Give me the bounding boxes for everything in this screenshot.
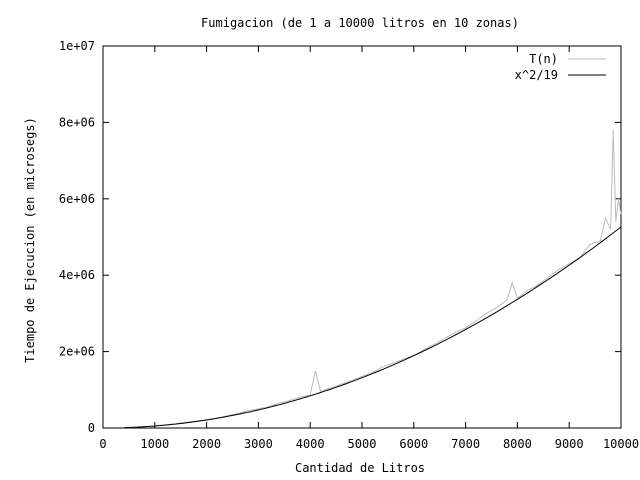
x-tick-label: 8000 bbox=[503, 437, 532, 451]
x-tick-label: 9000 bbox=[555, 437, 584, 451]
y-tick-label: 4e+06 bbox=[59, 268, 95, 282]
legend: T(n) x^2/19 bbox=[515, 52, 606, 82]
y-tick-label: 1e+07 bbox=[59, 39, 95, 53]
x-tick-label: 1000 bbox=[140, 437, 169, 451]
legend-label: x^2/19 bbox=[515, 68, 558, 82]
x-tick-label: 3000 bbox=[244, 437, 273, 451]
x-tick-label: 5000 bbox=[348, 437, 377, 451]
series-layer bbox=[123, 129, 622, 429]
x-tick-label: 2000 bbox=[192, 437, 221, 451]
series-x2-over-19-line bbox=[123, 226, 622, 429]
plot-frame bbox=[102, 45, 622, 429]
chart-title: Fumigacion (de 1 a 10000 litros en 10 zo… bbox=[201, 16, 519, 30]
x-tick-label: 0 bbox=[99, 437, 106, 451]
y-tick-label: 8e+06 bbox=[59, 115, 95, 129]
x-tick-label: 7000 bbox=[451, 437, 480, 451]
y-axis-label: Tiempo de Ejecucion (en microsegs) bbox=[23, 117, 37, 363]
x-ticks: 0 1000 2000 3000 4000 5000 6000 7000 8000 9000 100… bbox=[99, 46, 639, 451]
x-tick-label: 10000 bbox=[603, 437, 639, 451]
y-ticks: 0 2e+06 4e+06 6e+06 8e+06 1e+07 bbox=[59, 39, 621, 435]
legend-label: T(n) bbox=[529, 52, 558, 66]
y-tick-label: 0 bbox=[88, 421, 95, 435]
series-t-n-line bbox=[123, 129, 622, 429]
x-tick-label: 4000 bbox=[296, 437, 325, 451]
y-tick-label: 6e+06 bbox=[59, 192, 95, 206]
x-axis-label: Cantidad de Litros bbox=[295, 461, 425, 475]
y-tick-label: 2e+06 bbox=[59, 345, 95, 359]
x-tick-label: 6000 bbox=[399, 437, 428, 451]
